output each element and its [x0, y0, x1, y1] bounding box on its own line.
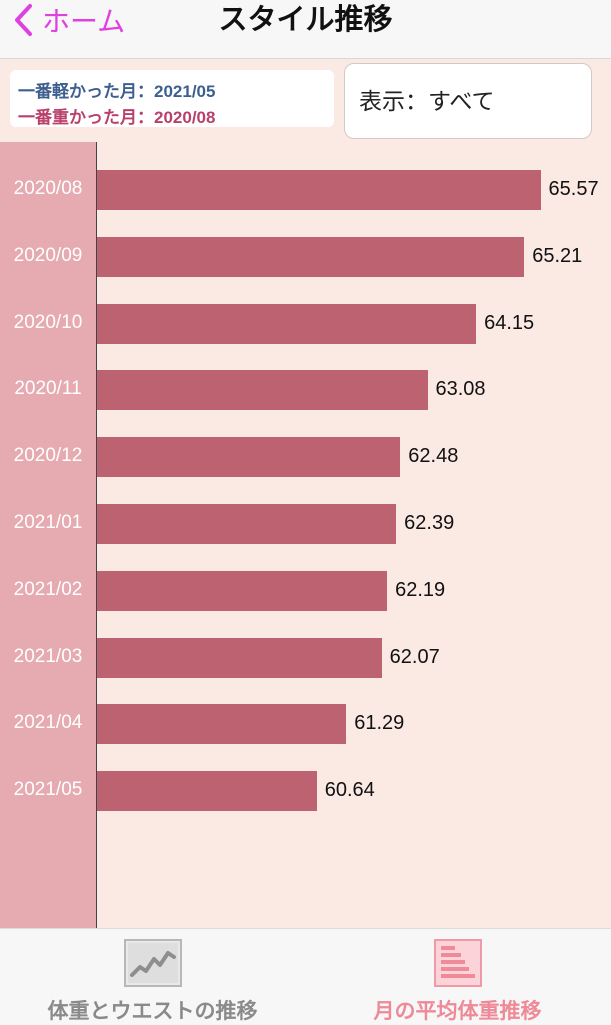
value-label: 62.48: [408, 445, 459, 468]
tab-monthly-average-trend[interactable]: 月の平均体重推移: [305, 929, 610, 1025]
navigation-bar: ホーム スタイル推移: [0, 0, 611, 59]
category-label: 2021/02: [13, 578, 83, 600]
category-label: 2020/10: [13, 311, 83, 333]
value-label: 62.07: [389, 645, 440, 668]
bar: [97, 704, 347, 745]
bar: [97, 504, 397, 544]
summary-box: 一番軽かった月：2021/05 一番重かった月：2020/08: [10, 70, 334, 127]
value-label: 63.08: [435, 378, 486, 401]
bar: [97, 570, 388, 611]
category-label: 2020/08: [13, 178, 83, 199]
display-filter-label: 表示：すべて: [359, 88, 495, 114]
back-button[interactable]: ホーム: [12, 0, 125, 40]
heaviest-month-text: 一番重かった月：2020/08: [18, 108, 216, 127]
category-label: 2021/05: [13, 779, 83, 801]
bar: [97, 370, 428, 411]
value-label: 61.29: [354, 712, 405, 735]
bar: [97, 303, 477, 344]
lightest-month-text: 一番軽かった月：2021/05: [18, 82, 216, 101]
category-label: 2021/01: [13, 512, 83, 533]
category-label: 2021/04: [13, 712, 83, 734]
tab-label: 月の平均体重推移: [373, 1000, 542, 1023]
tab-label: 体重とウエストの推移: [47, 1000, 258, 1023]
page-title: スタイル推移: [218, 4, 393, 36]
category-label: 2021/03: [13, 645, 83, 667]
value-label: 64.15: [484, 311, 535, 334]
category-label: 2020/09: [13, 244, 83, 266]
chart-axis-line: [96, 142, 97, 928]
monthly-weight-chart: 2020/08 65.57 2020/09 65.21 2020/10 64.15 2020…: [0, 142, 611, 928]
bar-chart-icon: [429, 939, 487, 987]
bar: [97, 637, 382, 678]
bar: [97, 437, 401, 478]
category-label-column: [0, 142, 96, 928]
summary-area: 一番軽かった月：2021/05 一番重かった月：2020/08 表示：すべて: [0, 59, 611, 142]
value-label: 60.64: [324, 779, 375, 802]
bar: [97, 236, 525, 277]
category-label: 2020/12: [13, 445, 83, 467]
bar: [97, 170, 541, 210]
line-chart-icon: [123, 939, 182, 987]
bar: [97, 771, 317, 812]
chevron-left-icon: [15, 4, 32, 36]
tab-weight-waist-trend[interactable]: 体重とウエストの推移: [0, 929, 305, 1025]
value-label: 62.39: [404, 512, 455, 534]
back-label: ホーム: [42, 6, 126, 37]
value-label: 65.21: [532, 244, 583, 267]
value-label: 65.57: [548, 178, 599, 200]
value-label: 62.19: [395, 578, 446, 601]
tab-bar: 体重とウエストの推移 月の平均体重推移: [0, 928, 611, 1025]
display-filter-button[interactable]: 表示：すべて: [344, 63, 592, 139]
category-label: 2020/11: [14, 378, 82, 400]
